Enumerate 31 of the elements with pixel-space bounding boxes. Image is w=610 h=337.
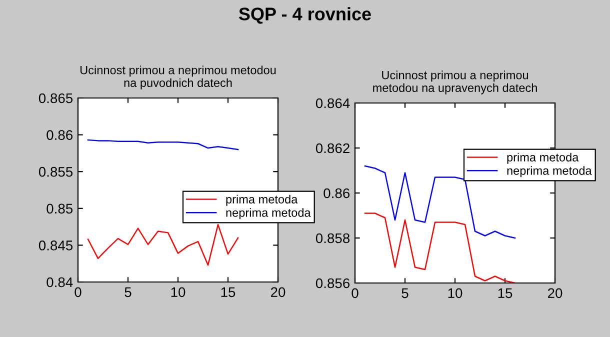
y-tick-label: 0.858 (316, 233, 350, 244)
line-series (87, 224, 239, 266)
y-tick-label: 0.865 (38, 93, 73, 104)
x-tick-label: 20 (270, 287, 286, 298)
x-tick-label: 0 (352, 288, 358, 298)
y-tick-label: 0.84 (46, 277, 73, 288)
y-tick-label: 0.845 (38, 240, 73, 250)
y-tick-label: 0.862 (316, 143, 350, 154)
line-series (364, 212, 516, 283)
x-tick-label: 20 (548, 288, 562, 298)
x-tick-label: 10 (171, 287, 186, 298)
x-tick-label: 5 (402, 288, 408, 298)
x-tick-label: 0 (74, 287, 82, 298)
line-series (87, 139, 239, 150)
chart-title: Ucinnost primou a neprimou metodou na puvodnich datech (80, 66, 276, 90)
x-tick-label: 15 (498, 288, 512, 298)
legend-label: prima metoda (507, 152, 579, 164)
y-tick-label: 0.85 (46, 204, 73, 214)
legend-label: prima metoda (226, 194, 298, 206)
y-tick-label: 0.855 (38, 166, 73, 177)
x-tick-label: 5 (124, 287, 132, 298)
x-tick-label: 15 (221, 287, 236, 298)
y-tick-label: 0.86 (46, 130, 73, 140)
y-tick-label: 0.856 (316, 278, 350, 288)
legend-label: neprima metoda (226, 208, 311, 220)
chart-title: Ucinnost primou a neprimou metodou na upravenych datech (373, 70, 537, 94)
y-tick-label: 0.86 (324, 188, 350, 198)
text: SQP - 4 rovnice (238, 7, 371, 24)
legend-label: neprima metoda (507, 166, 592, 178)
y-tick-label: 0.864 (316, 98, 350, 108)
x-tick-label: 10 (448, 288, 462, 298)
